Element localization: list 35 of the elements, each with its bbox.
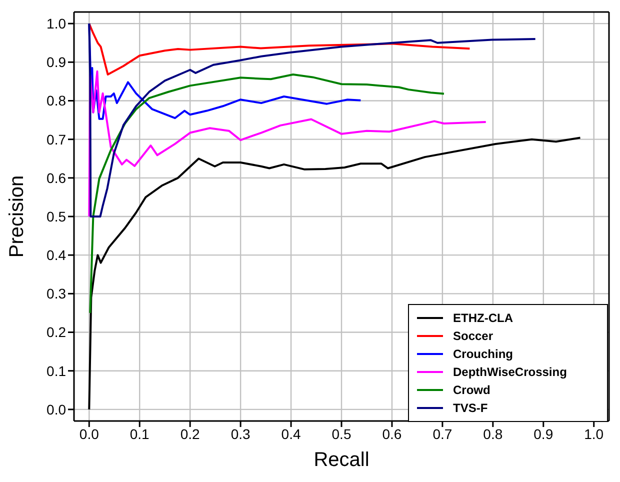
y-tick-label: 1.0 <box>46 16 66 32</box>
y-tick-label: 0.3 <box>46 286 66 302</box>
line-series <box>88 70 487 218</box>
y-tick-label: 0.5 <box>46 208 66 224</box>
x-tick-label: 0.7 <box>432 426 452 442</box>
y-tick-label: 0.7 <box>46 131 66 148</box>
x-tick-label: 0.3 <box>230 426 250 442</box>
x-tick-label: 0.6 <box>382 426 402 442</box>
line-series <box>88 22 536 218</box>
legend-label: Crouching <box>453 346 513 363</box>
y-tick-label: 0.6 <box>46 170 66 186</box>
x-tick-label: 0.9 <box>534 426 554 442</box>
x-axis-title: Recall <box>314 449 370 471</box>
x-tick-label: 0.2 <box>180 426 200 442</box>
y-tick-label: 0.1 <box>46 362 66 379</box>
y-tick-label: 0.0 <box>46 401 66 418</box>
x-tick-label: 0.1 <box>130 426 150 442</box>
legend-label: Soccer <box>453 328 494 345</box>
x-tick-label: 1.0 <box>584 426 604 442</box>
legend-label: TVS-F <box>453 400 488 417</box>
line-series <box>88 136 582 410</box>
line-series <box>89 74 445 314</box>
line-series <box>88 22 471 76</box>
legend-label: DepthWiseCrossing <box>453 364 567 381</box>
x-tick-label: 0.0 <box>79 426 100 442</box>
legend-label: Crowd <box>453 382 490 399</box>
y-tick-label: 0.4 <box>46 247 66 264</box>
y-tick-label: 0.9 <box>46 54 66 70</box>
legend-label: ETHZ-CLA <box>453 310 513 327</box>
x-tick-label: 0.4 <box>281 426 301 442</box>
x-tick-label: 0.5 <box>332 426 352 442</box>
y-axis-title: Precision <box>6 175 28 258</box>
x-tick-label: 0.8 <box>483 426 503 442</box>
y-tick-label: 0.2 <box>46 324 66 340</box>
y-tick-label: 0.8 <box>46 92 66 109</box>
